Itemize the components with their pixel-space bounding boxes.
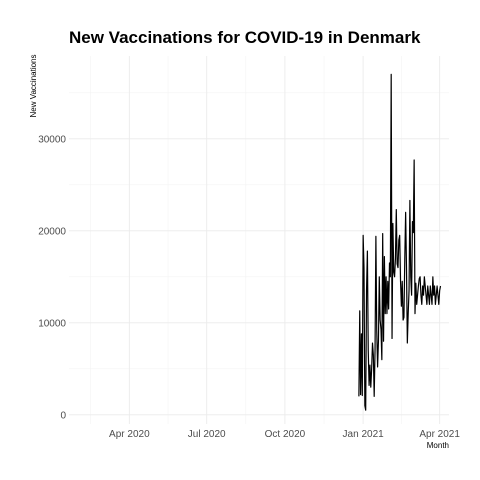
y-axis-label: New Vaccinations [29,55,38,118]
y-tick-label: 10000 [38,318,66,329]
y-tick-label: 30000 [38,134,66,145]
chart-title: New Vaccinations for COVID-19 in Denmark [69,28,421,47]
y-tick-label: 0 [60,410,66,421]
x-tick-label: Apr 2020 [109,429,150,440]
x-tick-label: Apr 2021 [419,429,460,440]
series-layer [358,73,442,411]
tick-layer: Apr 2020 Jul 2020 Oct 2020 Jan 2021 Apr 2021… [38,134,460,440]
series-line-0 [358,73,442,411]
x-axis-label: Month [427,441,449,450]
x-tick-label: Jul 2020 [188,429,226,440]
y-tick-label: 20000 [38,226,66,237]
x-tick-label: Jan 2021 [343,429,385,440]
x-tick-label: Oct 2020 [265,429,306,440]
